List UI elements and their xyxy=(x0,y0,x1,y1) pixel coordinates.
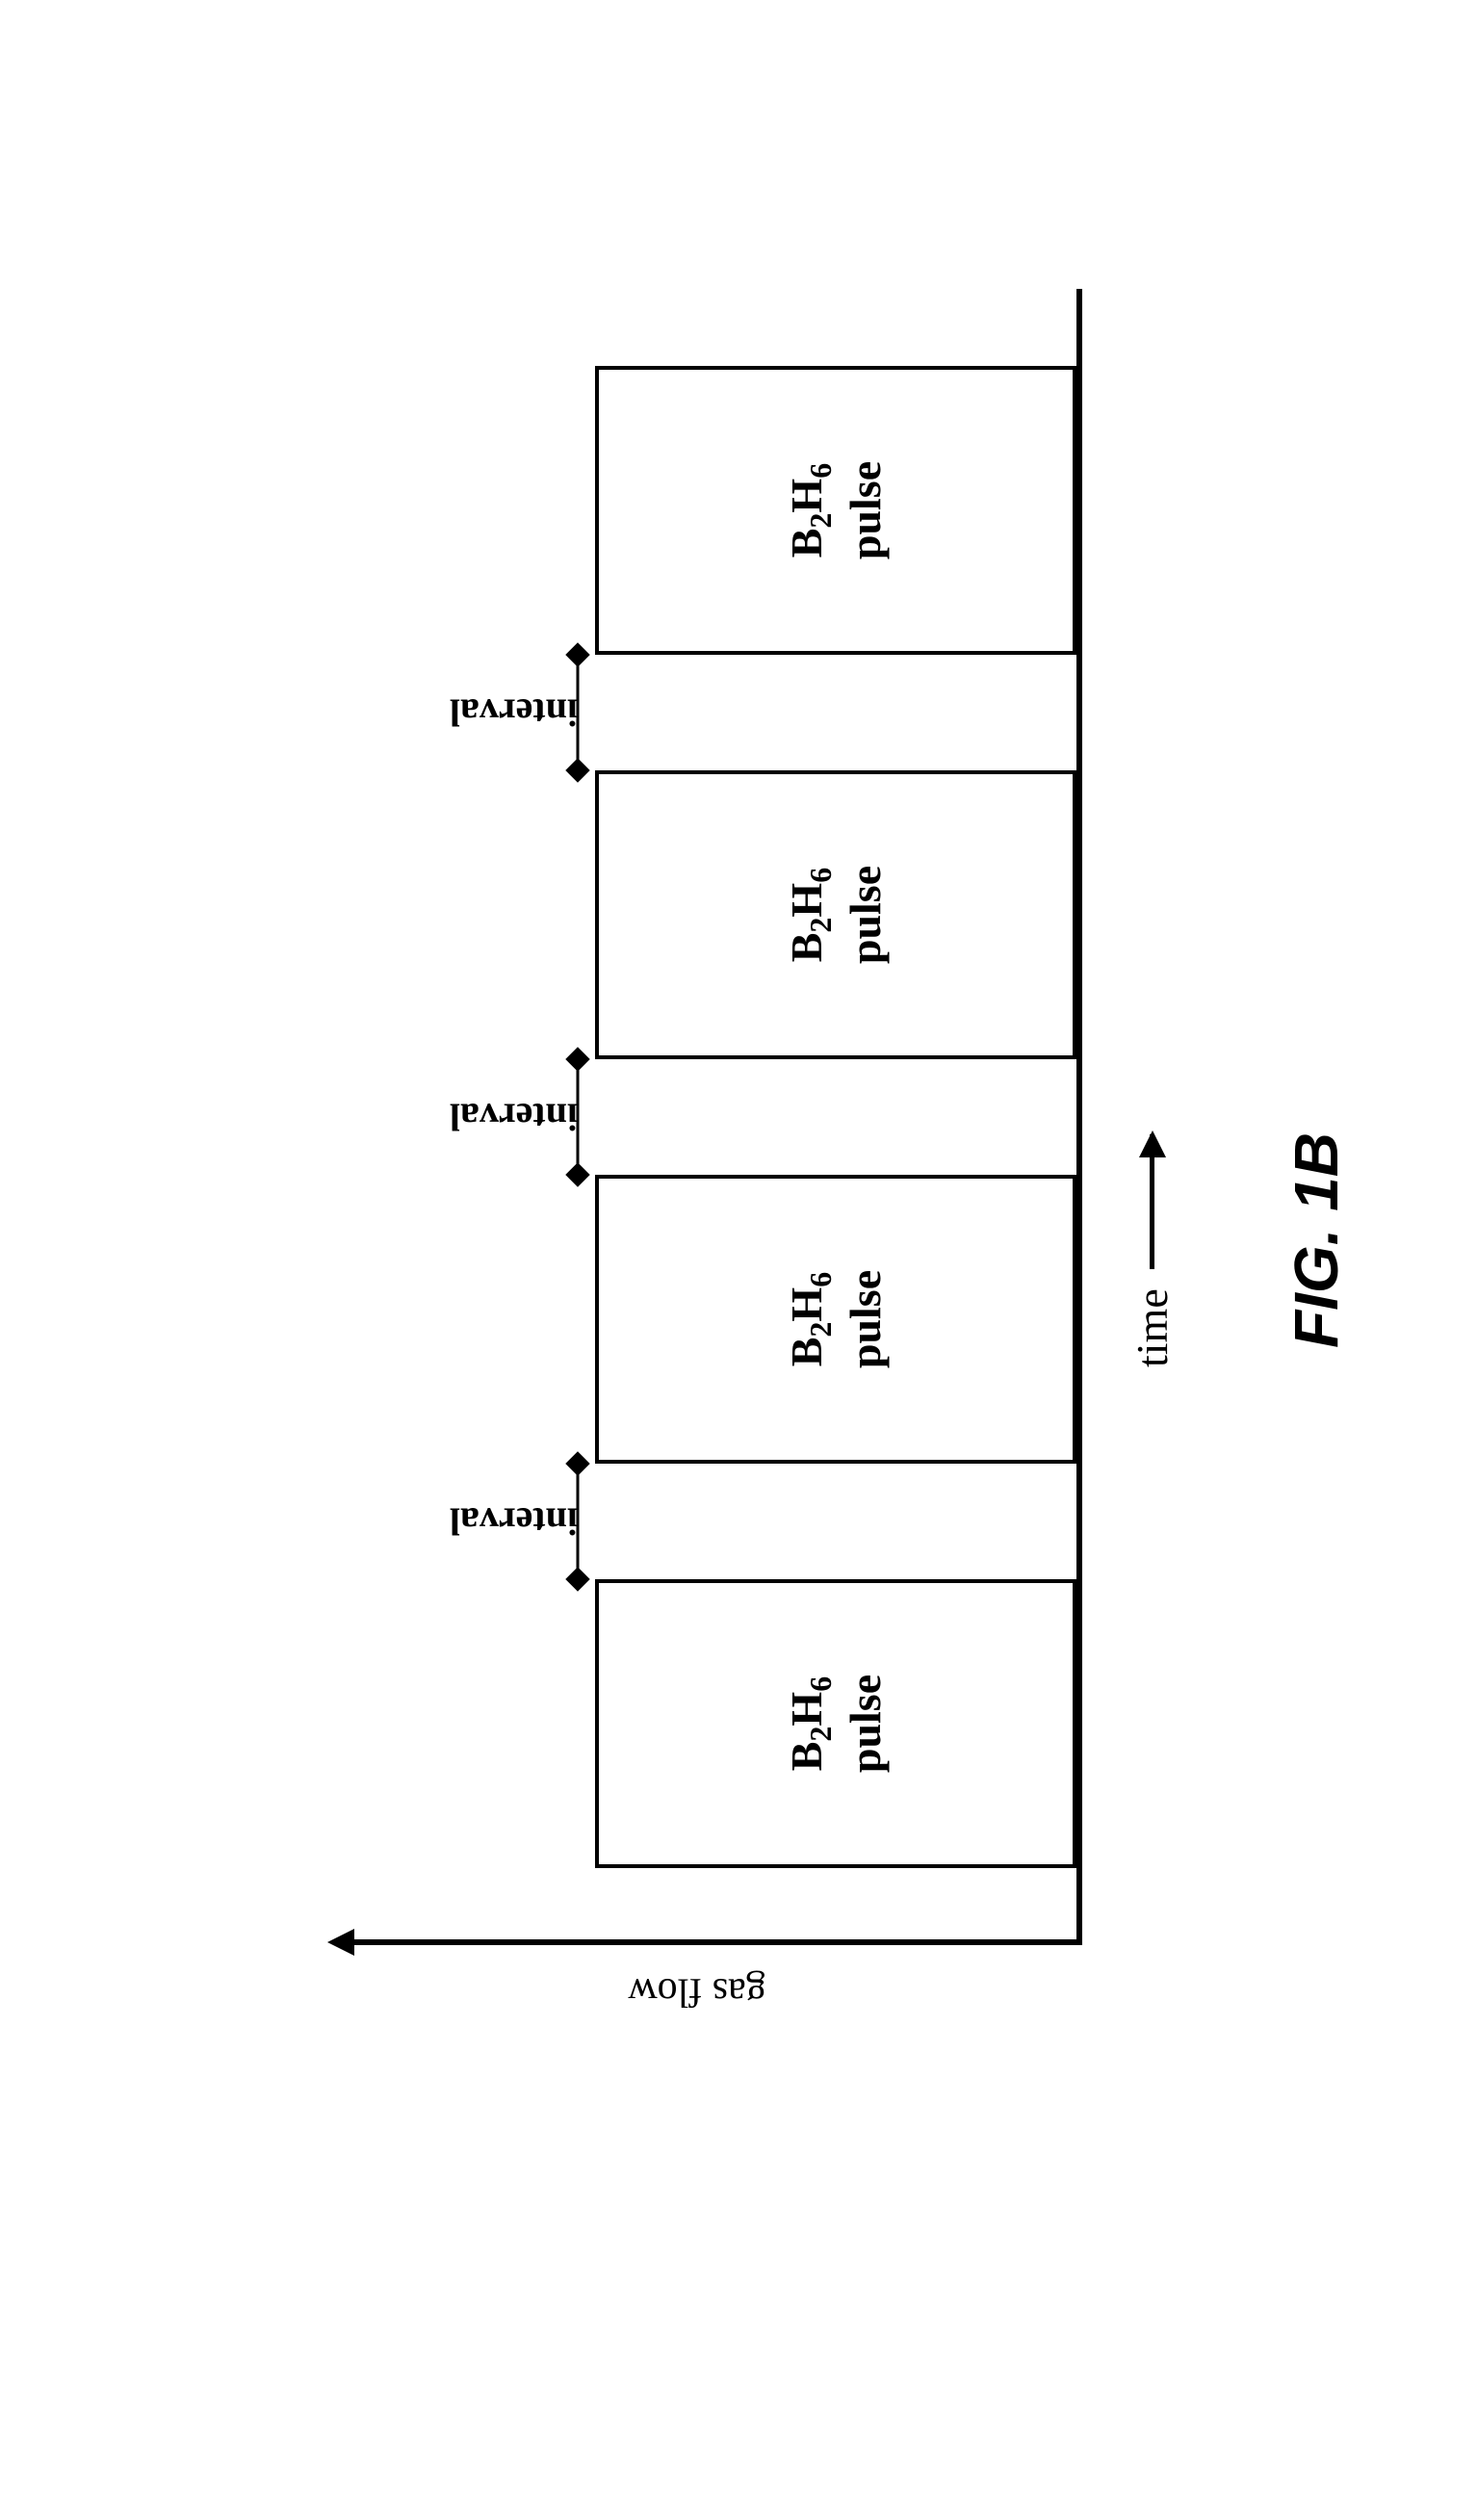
interval-label: interval xyxy=(450,1095,578,1140)
interval-marker: interval xyxy=(558,1059,597,1175)
pulse-chem-H: H xyxy=(782,1287,831,1322)
pulse-word: pulse xyxy=(841,461,890,559)
pulse-chem-sub2: 6 xyxy=(803,868,838,883)
interval-marker: interval xyxy=(558,655,597,770)
time-arrow-icon xyxy=(1150,1134,1154,1269)
pulse-chem-H: H xyxy=(782,479,831,513)
pulse-box: B2H6 pulse xyxy=(595,1579,1076,1868)
pulse-chem-B: B xyxy=(782,529,831,559)
y-axis xyxy=(347,1939,1078,1945)
pulse-box: B2H6 pulse xyxy=(595,1175,1076,1464)
pulse-chem-sub1: 2 xyxy=(803,1727,838,1742)
pulse-chem-sub1: 2 xyxy=(803,513,838,529)
pulse-word: pulse xyxy=(841,1675,890,1773)
interval-label: interval xyxy=(450,690,578,736)
pulse-chem-B: B xyxy=(782,1742,831,1772)
y-axis-arrow-icon xyxy=(327,1929,354,1956)
pulse-chem-H: H xyxy=(782,1692,831,1727)
pulse-chem-sub2: 6 xyxy=(803,463,838,479)
x-axis-label: time xyxy=(1127,1288,1178,1367)
pulse-chem-B: B xyxy=(782,933,831,963)
pulse-word: pulse xyxy=(841,1270,890,1368)
pulse-chem-sub2: 6 xyxy=(803,1676,838,1692)
figure-inner: gas flow B2H6 pulse interval B2H6 pulse xyxy=(270,289,1213,2118)
figure-caption: FIG. 1B xyxy=(1281,1132,1352,1348)
pulse-chem-B: B xyxy=(782,1338,831,1367)
pulse-label: B2H6 pulse xyxy=(780,1675,893,1773)
pulse-box: B2H6 pulse xyxy=(595,366,1076,655)
x-axis xyxy=(1076,289,1082,1945)
pulse-chem-sub1: 2 xyxy=(803,1322,838,1338)
pulse-label: B2H6 pulse xyxy=(780,866,893,964)
arrow-head-icon xyxy=(1139,1130,1166,1157)
pulse-chem-sub2: 6 xyxy=(803,1272,838,1287)
interval-label: interval xyxy=(450,1499,578,1545)
pulse-label: B2H6 pulse xyxy=(780,1270,893,1368)
pulse-box: B2H6 pulse xyxy=(595,770,1076,1059)
x-axis-label-group: time xyxy=(1127,1134,1178,1367)
figure-container: gas flow B2H6 pulse interval B2H6 pulse xyxy=(0,732,1477,1676)
y-axis-label: gas flow xyxy=(628,1968,765,2014)
pulse-chem-H: H xyxy=(782,883,831,918)
pulse-word: pulse xyxy=(841,866,890,964)
interval-marker: interval xyxy=(558,1464,597,1579)
pulse-chem-sub1: 2 xyxy=(803,918,838,933)
pulse-label: B2H6 pulse xyxy=(780,461,893,559)
